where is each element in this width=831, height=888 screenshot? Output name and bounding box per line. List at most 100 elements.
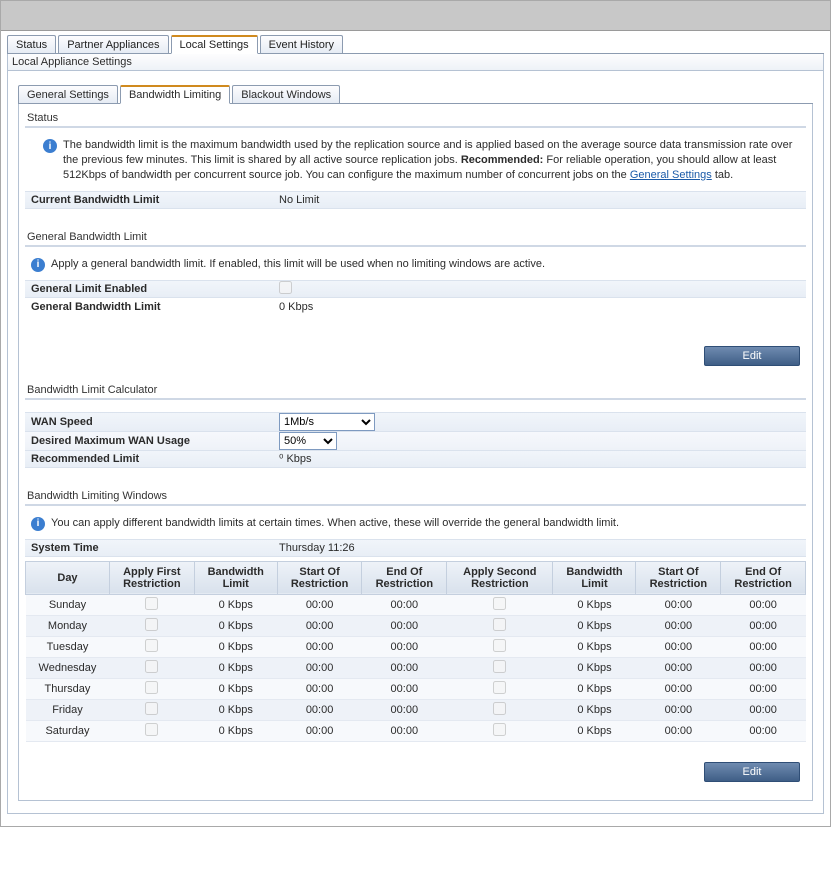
cell-apply2-checkbox[interactable] (493, 702, 506, 715)
cell-start1: 00:00 (277, 636, 362, 657)
top-tab-status[interactable]: Status (7, 35, 56, 53)
cell-apply1-checkbox[interactable] (145, 597, 158, 610)
panel-body: General SettingsBandwidth LimitingBlacko… (7, 71, 824, 814)
cell-end2: 00:00 (721, 678, 806, 699)
section-general-title: General Bandwidth Limit (25, 227, 806, 245)
current-bandwidth-row: Current Bandwidth Limit No Limit (25, 191, 806, 209)
cell-end1: 00:00 (362, 615, 447, 636)
cell-start1: 00:00 (277, 594, 362, 615)
general-limit-label: General Bandwidth Limit (25, 301, 275, 313)
top-tabbar: StatusPartner AppliancesLocal SettingsEv… (7, 35, 824, 54)
inner-tab-general-settings[interactable]: General Settings (18, 85, 118, 103)
cell-apply2 (447, 657, 553, 678)
schedule-row-wednesday: Wednesday0 Kbps00:0000:000 Kbps00:0000:0… (26, 657, 806, 678)
general-limit-value: 0 Kbps (275, 301, 313, 313)
cell-end2: 00:00 (721, 636, 806, 657)
cell-apply1-checkbox[interactable] (145, 723, 158, 736)
cell-day: Thursday (26, 678, 110, 699)
schedule-col-3: Start OfRestriction (277, 561, 362, 594)
schedule-row-saturday: Saturday0 Kbps00:0000:000 Kbps00:0000:00 (26, 720, 806, 741)
schedule-col-7: Start OfRestriction (636, 561, 721, 594)
cell-bw2: 0 Kbps (553, 636, 636, 657)
cell-apply1-checkbox[interactable] (145, 681, 158, 694)
schedule-col-5: Apply SecondRestriction (447, 561, 553, 594)
windows-edit-row: Edit (25, 758, 806, 782)
cell-apply2-checkbox[interactable] (493, 639, 506, 652)
cell-apply1 (109, 615, 194, 636)
top-tab-event-history[interactable]: Event History (260, 35, 343, 53)
cell-bw2: 0 Kbps (553, 657, 636, 678)
cell-end1: 00:00 (362, 678, 447, 699)
status-info-tail: tab. (712, 169, 733, 181)
wan-speed-select[interactable]: 1Mb/s (279, 413, 375, 431)
divider (25, 398, 806, 400)
cell-apply1-checkbox[interactable] (145, 702, 158, 715)
cell-start1: 00:00 (277, 615, 362, 636)
cell-day: Friday (26, 699, 110, 720)
general-settings-link[interactable]: General Settings (630, 169, 712, 181)
cell-apply2-checkbox[interactable] (493, 618, 506, 631)
divider (25, 126, 806, 128)
cell-day: Monday (26, 615, 110, 636)
schedule-header-row: DayApply FirstRestrictionBandwidthLimitS… (26, 561, 806, 594)
recommended-limit-label: Recommended Limit (25, 453, 275, 465)
cell-bw2: 0 Kbps (553, 594, 636, 615)
schedule-table: DayApply FirstRestrictionBandwidthLimitS… (25, 561, 806, 742)
general-edit-button[interactable]: Edit (704, 346, 800, 366)
cell-apply2-checkbox[interactable] (493, 660, 506, 673)
cell-apply2-checkbox[interactable] (493, 597, 506, 610)
wan-usage-label: Desired Maximum WAN Usage (25, 435, 275, 447)
wan-speed-row: WAN Speed 1Mb/s (25, 412, 806, 432)
cell-start2: 00:00 (636, 657, 721, 678)
windows-edit-button[interactable]: Edit (704, 762, 800, 782)
cell-apply2 (447, 636, 553, 657)
general-enabled-row: General Limit Enabled (25, 280, 806, 298)
cell-end1: 00:00 (362, 657, 447, 678)
system-time-label: System Time (25, 542, 275, 554)
cell-apply1 (109, 594, 194, 615)
cell-apply1-checkbox[interactable] (145, 639, 158, 652)
section-status-title: Status (25, 108, 806, 126)
windows-info-row: i You can apply different bandwidth limi… (25, 512, 806, 539)
inner-panel: Status i The bandwidth limit is the maxi… (18, 104, 813, 801)
cell-bw1: 0 Kbps (194, 636, 277, 657)
cell-apply1 (109, 678, 194, 699)
cell-bw2: 0 Kbps (553, 678, 636, 699)
recommended-limit-row: Recommended Limit ⁰ Kbps (25, 450, 806, 468)
cell-bw1: 0 Kbps (194, 615, 277, 636)
windows-info-text: You can apply different bandwidth limits… (51, 516, 804, 531)
cell-end2: 00:00 (721, 720, 806, 741)
general-enabled-label: General Limit Enabled (25, 283, 275, 295)
cell-start1: 00:00 (277, 678, 362, 699)
cell-apply1-checkbox[interactable] (145, 660, 158, 673)
app-root: StatusPartner AppliancesLocal SettingsEv… (0, 0, 831, 827)
schedule-row-monday: Monday0 Kbps00:0000:000 Kbps00:0000:00 (26, 615, 806, 636)
inner-tab-bandwidth-limiting[interactable]: Bandwidth Limiting (120, 85, 230, 104)
panel-title: Local Appliance Settings (7, 54, 824, 71)
general-enabled-checkbox[interactable] (279, 281, 292, 294)
top-tab-partner-appliances[interactable]: Partner Appliances (58, 35, 168, 53)
cell-start2: 00:00 (636, 594, 721, 615)
schedule-row-tuesday: Tuesday0 Kbps00:0000:000 Kbps00:0000:00 (26, 636, 806, 657)
cell-bw1: 0 Kbps (194, 699, 277, 720)
schedule-col-0: Day (26, 561, 110, 594)
cell-apply1-checkbox[interactable] (145, 618, 158, 631)
section-windows-title: Bandwidth Limiting Windows (25, 486, 806, 504)
cell-start2: 00:00 (636, 720, 721, 741)
general-edit-row: Edit (25, 342, 806, 366)
cell-apply1 (109, 720, 194, 741)
cell-end2: 00:00 (721, 657, 806, 678)
cell-end1: 00:00 (362, 699, 447, 720)
cell-start2: 00:00 (636, 636, 721, 657)
schedule-col-8: End OfRestriction (721, 561, 806, 594)
cell-apply2-checkbox[interactable] (493, 723, 506, 736)
cell-apply2-checkbox[interactable] (493, 681, 506, 694)
inner-tab-blackout-windows[interactable]: Blackout Windows (232, 85, 340, 103)
cell-apply2 (447, 678, 553, 699)
top-tab-local-settings[interactable]: Local Settings (171, 35, 258, 54)
cell-start2: 00:00 (636, 699, 721, 720)
info-icon: i (31, 517, 45, 531)
cell-day: Sunday (26, 594, 110, 615)
general-limit-row: General Bandwidth Limit 0 Kbps (25, 298, 806, 316)
wan-usage-select[interactable]: 50% (279, 432, 337, 450)
